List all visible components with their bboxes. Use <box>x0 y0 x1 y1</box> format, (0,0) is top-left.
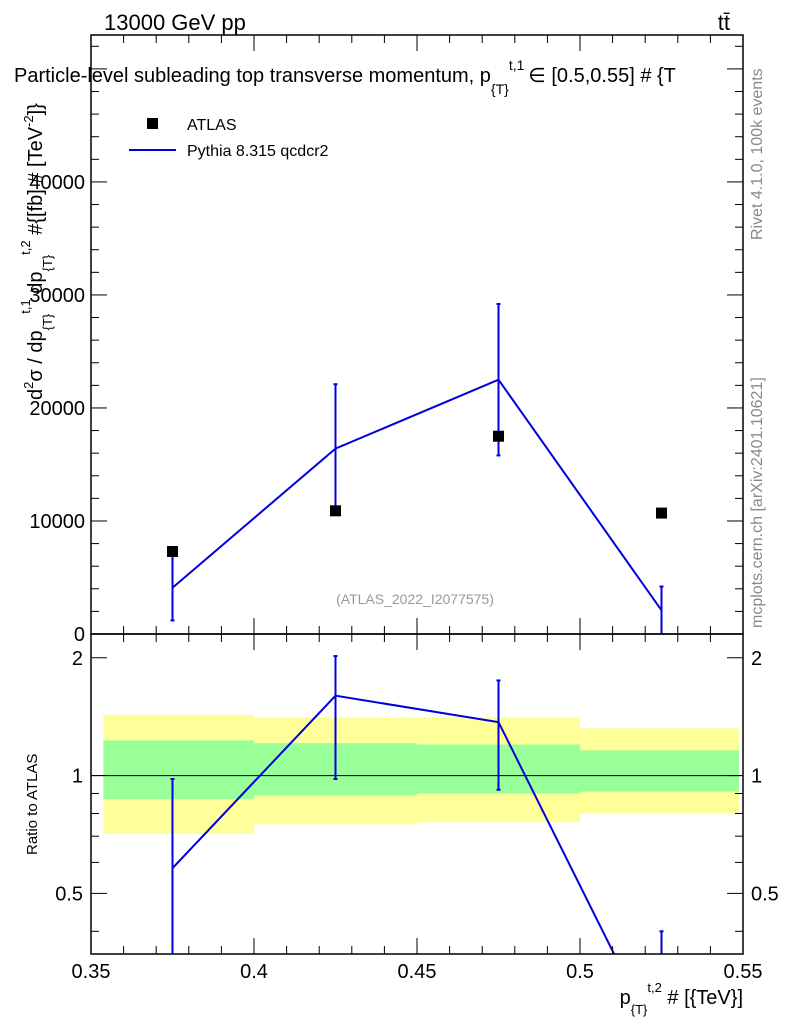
ratio-y-tick-label-right: 1 <box>751 766 762 788</box>
rivet-label: Rivet 4.1.0, 100k events <box>749 68 766 240</box>
y-tick-label: 40000 <box>29 172 85 194</box>
ylabel-part: t,2 <box>18 240 33 254</box>
atlas-data-point <box>493 430 504 442</box>
ylabel-part: -2 <box>21 115 36 127</box>
xlabel-part: # [{TeV}] <box>662 987 743 1009</box>
x-tick-label: 0.5 <box>566 961 594 983</box>
title-sup: t,1 <box>509 57 525 73</box>
atlas-data-point <box>656 507 667 519</box>
title-sub: {T} <box>491 81 509 97</box>
ylabel-part: {T} <box>40 254 55 271</box>
uncertainty-band-inner <box>580 750 740 792</box>
ratio-xlabel: p{T} t,2 # [{TeV}] <box>620 980 743 1017</box>
xlabel-part: p <box>620 987 631 1009</box>
ylabel-part: t,1 <box>18 299 33 313</box>
watermark: (ATLAS_2022_I2077575) <box>336 591 494 607</box>
ylabel-part: 2 <box>21 382 36 389</box>
legend-atlas-marker <box>147 118 158 129</box>
ratio-y-tick-label-right: 2 <box>751 648 762 670</box>
ratio-y-tick-label-right: 0.5 <box>751 883 779 905</box>
ylabel-part: σ / dp <box>25 330 47 381</box>
ylabel-part: {T} <box>40 313 55 330</box>
ratio-y-tick-label: 2 <box>72 648 83 670</box>
x-tick-label: 0.4 <box>240 961 268 983</box>
atlas-data-point <box>330 505 341 517</box>
ratio-y-tick-label: 0.5 <box>55 883 83 905</box>
xlabel-part: {T} <box>631 1002 648 1017</box>
x-tick-label: 0.35 <box>72 961 111 983</box>
ratio-frame <box>90 633 744 955</box>
energy-label: 13000 GeV pp <box>104 10 246 35</box>
y-tick-label: 10000 <box>29 511 85 533</box>
main-ylabel: d2σ / dp{T}t,1 dp{T}t,2 #{[fb] # [TeV-2]… <box>18 103 55 400</box>
x-tick-label: 0.55 <box>724 961 763 983</box>
y-tick-label: 20000 <box>29 398 85 420</box>
uncertainty-band-inner <box>103 740 254 800</box>
ylabel-part: d <box>25 389 47 400</box>
y-tick-label: 30000 <box>29 285 85 307</box>
ylabel-part: #{[fb] # [TeV <box>25 126 47 240</box>
title-main: Particle-level subleading top transverse… <box>14 65 491 87</box>
y-tick-label: 0 <box>74 624 85 646</box>
legend-mc-label: Pythia 8.315 qcdcr2 <box>187 143 329 160</box>
process-label: tt̄ <box>718 10 730 35</box>
x-tick-label: 0.45 <box>398 961 437 983</box>
title-range: ∈ [0.5,0.55] # {T <box>528 65 676 87</box>
ylabel-part: ]} <box>25 103 47 116</box>
ratio-panel: 0.5 0.5 1 1 2 2 0.35 0.4 0.45 0.5 0.55 Ratio to AT… <box>24 633 779 1017</box>
xlabel-part: t,2 <box>647 980 661 995</box>
ratio-ylabel: Ratio to ATLAS <box>24 754 41 855</box>
legend-atlas-label: ATLAS <box>187 117 237 134</box>
ratio-mc-line <box>171 694 616 954</box>
atlas-data-point <box>167 545 178 557</box>
ylabel-part: dp <box>25 271 47 299</box>
mcplots-label: mcplots.cern.ch [arXiv:2401.10621] <box>749 377 766 628</box>
mc-line <box>171 378 663 611</box>
ratio-y-tick-label: 1 <box>72 766 83 788</box>
main-panel: 0 10000 20000 30000 40000 (ATLAS_2022_I20775… <box>14 34 744 646</box>
plot-title: Particle-level subleading top transverse… <box>14 57 676 97</box>
legend: ATLAS Pythia 8.315 qcdcr2 <box>129 117 329 160</box>
